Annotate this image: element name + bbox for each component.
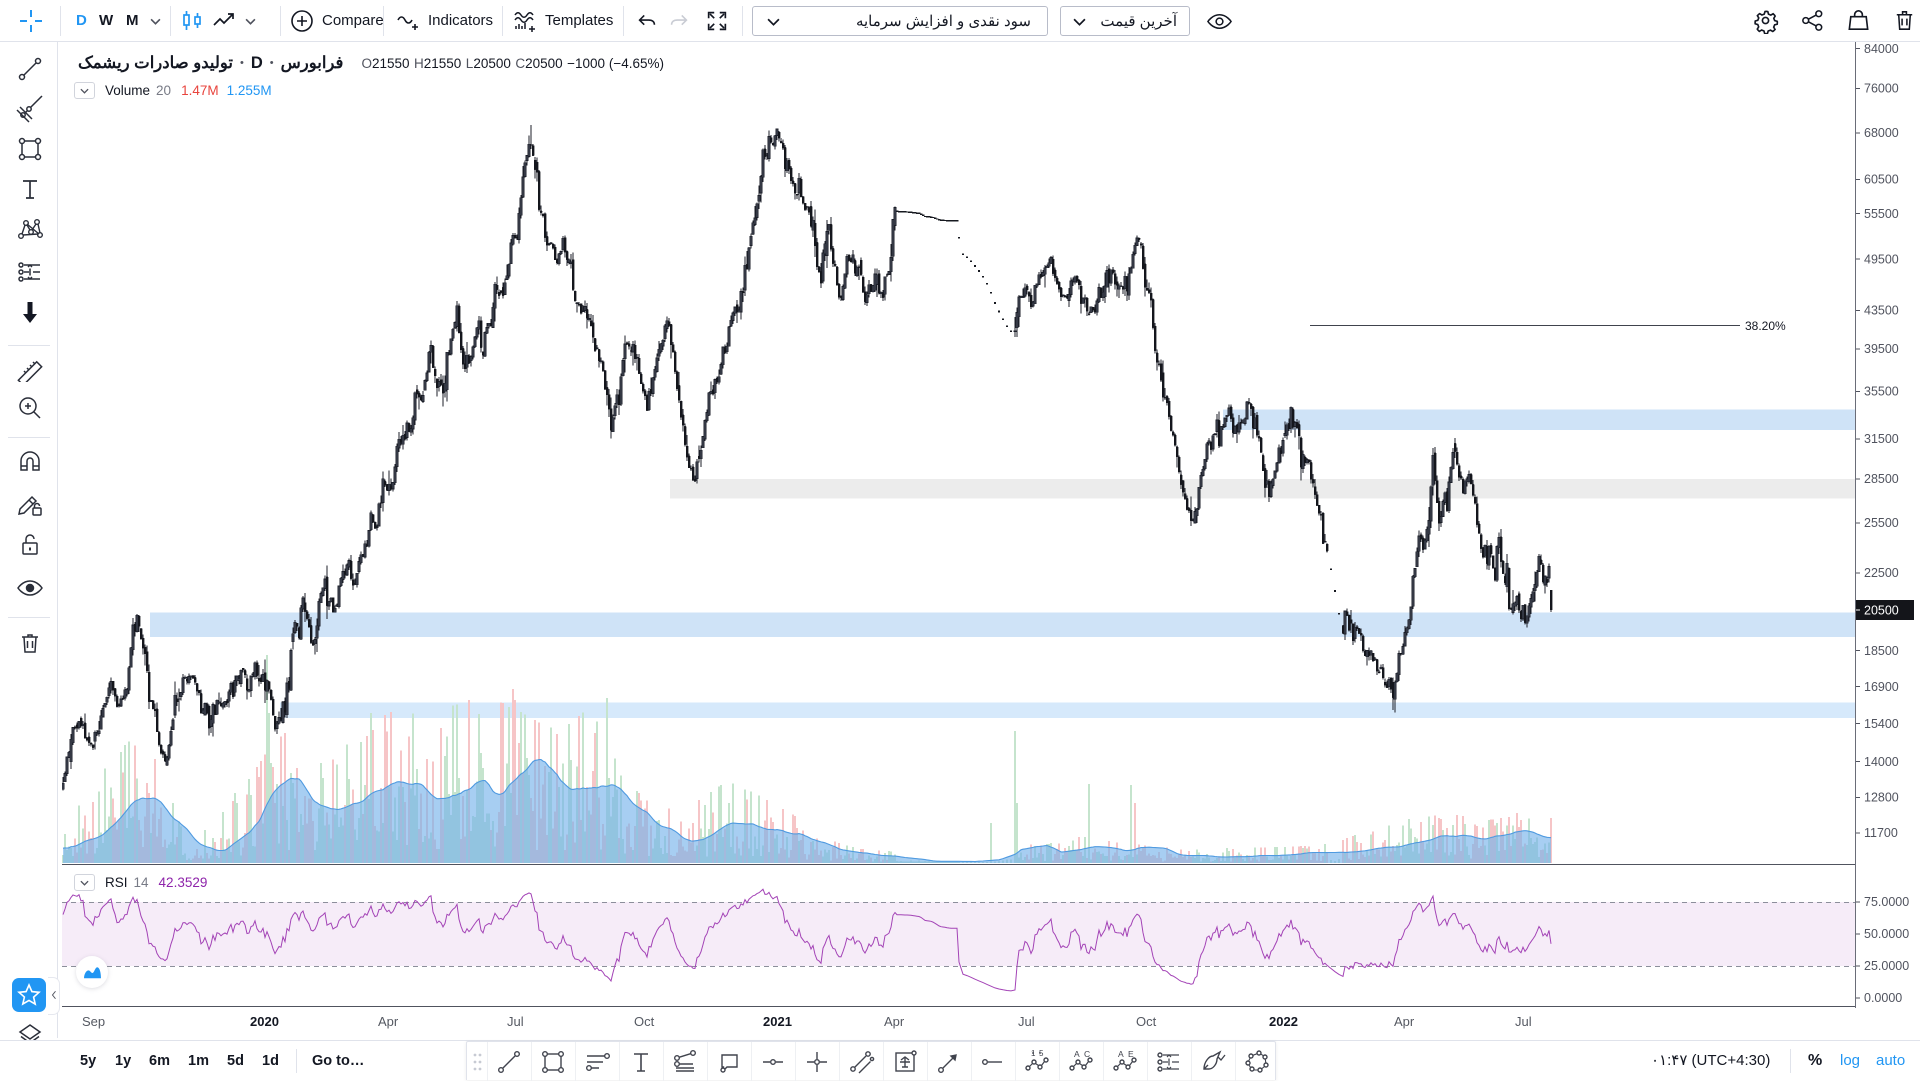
svg-text:15400: 15400	[1864, 717, 1899, 731]
svg-text:5: 5	[1039, 1049, 1044, 1058]
svg-text:55500: 55500	[1864, 207, 1899, 221]
svg-text:38.20%: 38.20%	[1745, 319, 1786, 333]
svg-text:35500: 35500	[1864, 385, 1899, 399]
svg-text:50.0000: 50.0000	[1864, 927, 1909, 941]
svg-text:31500: 31500	[1864, 432, 1899, 446]
svg-text:C: C	[1084, 1049, 1090, 1059]
svg-text:25500: 25500	[1864, 516, 1899, 530]
svg-text:75.0000: 75.0000	[1864, 895, 1909, 909]
svg-text:68000: 68000	[1864, 126, 1899, 140]
svg-text:A: A	[1074, 1049, 1080, 1059]
svg-text:39500: 39500	[1864, 342, 1899, 356]
svg-text:0.0000: 0.0000	[1864, 991, 1902, 1005]
svg-text:16900: 16900	[1864, 680, 1899, 694]
svg-text:76000: 76000	[1864, 82, 1899, 96]
svg-text:E: E	[1128, 1049, 1134, 1059]
svg-text:84000: 84000	[1864, 42, 1899, 56]
svg-text:20500: 20500	[1864, 603, 1899, 617]
svg-text:43500: 43500	[1864, 304, 1899, 318]
svg-text:28500: 28500	[1864, 472, 1899, 486]
svg-text:12800: 12800	[1864, 791, 1899, 805]
svg-text:22500: 22500	[1864, 566, 1899, 580]
svg-text:25.0000: 25.0000	[1864, 959, 1909, 973]
svg-text:49500: 49500	[1864, 252, 1899, 266]
svg-text:11700: 11700	[1864, 826, 1898, 840]
svg-text:14000: 14000	[1864, 755, 1899, 769]
svg-text:A: A	[1118, 1049, 1124, 1059]
svg-text:18500: 18500	[1864, 644, 1899, 658]
svg-text:60500: 60500	[1864, 173, 1899, 187]
svg-text:1: 1	[1031, 1049, 1036, 1058]
